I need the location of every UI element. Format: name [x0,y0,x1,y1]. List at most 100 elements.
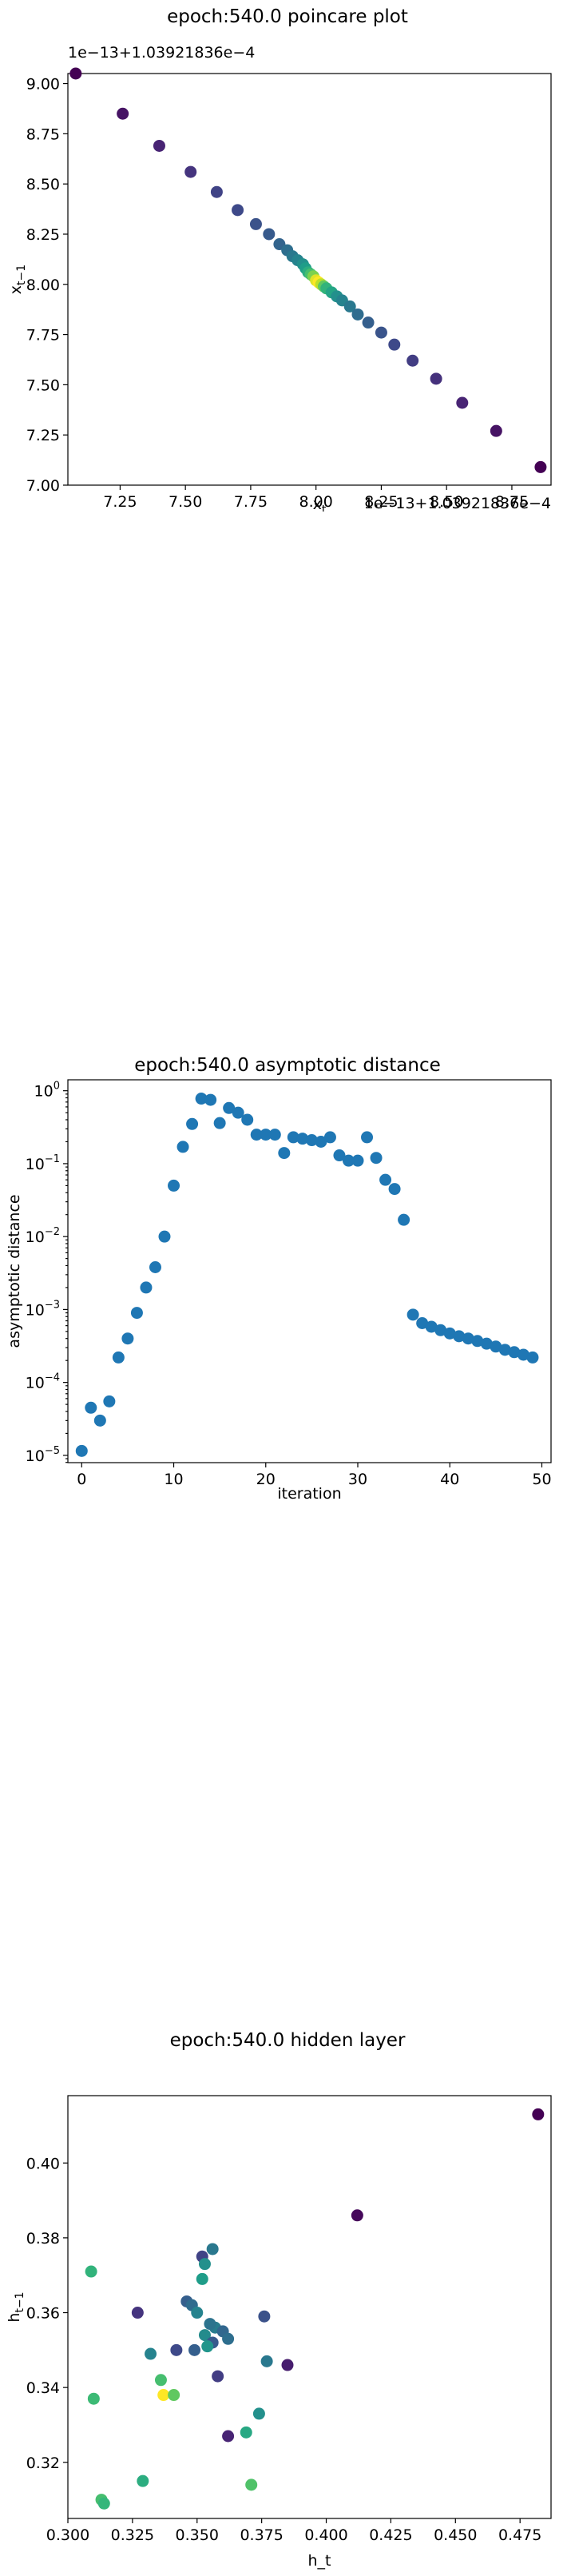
data-point [213,1117,226,1129]
data-point [158,1230,171,1243]
x-axis-label: h_t [308,2552,331,2570]
data-point [305,1134,318,1147]
x-tick-label: 8.50 [430,493,463,511]
data-point [210,185,223,198]
plot-frame [67,2095,552,2519]
y-tick-label: 7.75 [26,327,60,344]
data-point [222,2430,235,2443]
data-point [351,1154,364,1167]
data-point [443,1327,456,1340]
data-point [176,1141,189,1153]
data-point [361,1131,374,1144]
data-point [131,2307,144,2319]
x-tick-label: 0 [77,1471,86,1488]
data-point [232,1106,244,1119]
data-point [362,317,375,329]
y-tick-label: 100 [34,1081,60,1101]
data-point [97,2497,110,2510]
data-point [398,1213,410,1226]
data-point [241,1113,254,1126]
data-point [154,2374,167,2387]
data-point [430,372,442,385]
data-point [198,2329,211,2342]
data-point [453,1330,466,1343]
x-tick-label: 0.400 [304,2526,347,2544]
data-point [204,2318,216,2331]
data-point [526,1351,539,1364]
x-tick-label: 0.450 [434,2526,477,2544]
data-point [168,2389,180,2402]
y-tick-label: 8.50 [26,176,60,193]
x-tick-label: 0.300 [46,2526,89,2544]
data-point [157,2389,170,2402]
y-tick-label: 8.25 [26,226,60,244]
data-point [198,2258,211,2271]
data-point [121,1332,134,1345]
data-point [140,1281,153,1294]
y-tick-label: 10−2 [26,1226,60,1246]
x-tick-label: 0.375 [240,2526,283,2544]
y-tick-label: 10−1 [26,1153,60,1173]
x-tick-label: 50 [532,1471,551,1488]
y-axis-label: ht−1 [6,2291,26,2322]
hidden-layer-chart: epoch:540.0 hidden layer 0.300 0.325 0.350 0… [6,2030,552,2570]
x-tick-label: 40 [440,1471,459,1488]
data-point [315,1135,327,1148]
data-point [245,2478,258,2491]
data-point [75,1444,88,1457]
data-point [137,2474,149,2487]
data-point [406,354,419,367]
y-tick-label: 10−4 [26,1372,60,1392]
data-point [250,1129,263,1141]
data-point [268,1129,281,1141]
x-axis-label: iteration [277,1485,341,1503]
y-axis-label: asymptotic distance [6,1194,23,1348]
data-point [145,2347,157,2360]
data-point [342,1154,355,1167]
y-tick-label: 0.40 [26,2155,60,2172]
plot-frame [67,1079,552,1463]
y-tick-label: 0.36 [26,2305,60,2323]
data-point [351,2209,363,2222]
data-point [191,2307,204,2319]
chart-title: epoch:540.0 poincare plot [167,6,408,27]
data-point [406,1308,419,1321]
data-point [278,1147,291,1160]
data-point [343,300,356,313]
data-point [184,165,197,178]
y-tick-label: 0.32 [26,2455,60,2472]
y-tick-label: 0.34 [26,2379,60,2397]
data-point [462,1332,474,1345]
data-point [201,2340,214,2353]
x-tick-label: 7.25 [103,493,137,511]
x-tick-label: 20 [256,1471,276,1488]
data-point [232,204,244,217]
y-tick-label: 8.00 [26,277,60,294]
data-point [249,217,262,230]
data-point [149,1261,161,1274]
x-offset-text: 1e−13+1.03921836e−4 [364,495,551,512]
data-point [323,1131,336,1144]
poincare-plot-chart: epoch:540.0 poincare plot 1e−13+1.0392183… [7,6,552,512]
plot-frame [67,73,552,486]
data-point [186,1117,199,1130]
x-tick-label: 8.75 [495,493,529,511]
data-point [222,2332,235,2345]
data-point [416,1316,429,1329]
data-point [425,1320,438,1333]
y-tick-label: 9.00 [26,76,60,94]
data-point [480,1337,493,1350]
data-point [168,1179,180,1192]
data-point [69,67,82,80]
data-point [223,1101,236,1114]
data-point [388,338,401,351]
data-point [117,107,129,120]
data-point [351,308,364,321]
chart-title: epoch:540.0 hidden layer [170,2030,406,2051]
data-point [260,2355,273,2367]
data-point [195,1093,208,1105]
data-point [85,2265,97,2278]
x-tick-label: 30 [348,1471,367,1488]
data-point [490,424,502,437]
data-point [498,1344,511,1356]
